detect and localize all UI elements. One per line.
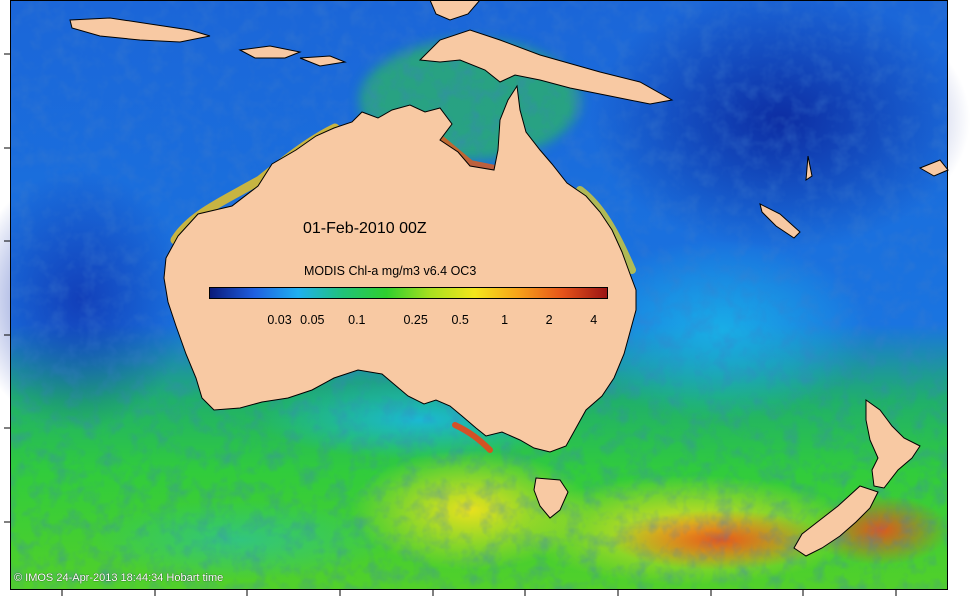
credit-text: © IMOS 24-Apr-2013 18:44:34 Hobart time <box>14 572 224 584</box>
colorbar-tick: 0.25 <box>403 313 428 327</box>
colorbar-tick: 1 <box>501 313 509 327</box>
timestamp-label: 01-Feb-2010 00Z <box>303 220 427 237</box>
colorbar-tick: 0.5 <box>451 313 469 327</box>
colorbar-gradient <box>209 287 608 299</box>
colorbar-tick: 0.1 <box>348 313 366 327</box>
colorbar-tick: 0.03 <box>267 313 292 327</box>
land-mass <box>69 0 949 557</box>
colorbar-tick: 2 <box>545 313 553 327</box>
colorbar-title: MODIS Chl-a mg/m3 v6.4 OC3 <box>304 264 477 278</box>
colorbar-tick: 4 <box>590 313 598 327</box>
colorbar-tick: 0.05 <box>300 313 325 327</box>
map-frame <box>4 0 948 596</box>
